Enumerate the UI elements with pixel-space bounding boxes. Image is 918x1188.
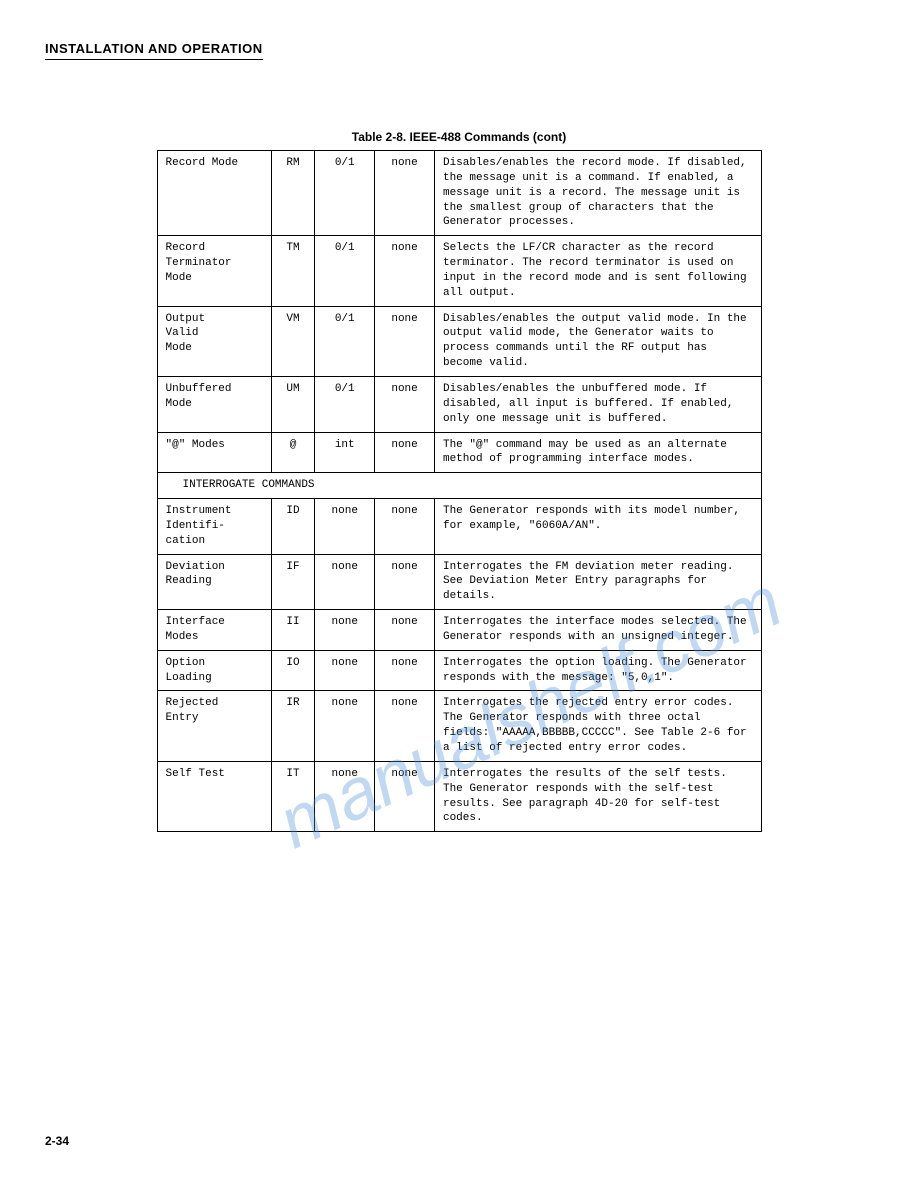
cmd-desc-cell: Interrogates the interface modes selecte… [434,610,761,651]
cmd-desc-cell: Interrogates the results of the self tes… [434,761,761,831]
cmd-desc-cell: Interrogates the FM deviation meter read… [434,554,761,610]
table-row: Interface ModesIInonenoneInterrogates th… [157,610,761,651]
cmd-desc-cell: Disables/enables the record mode. If dis… [434,151,761,236]
page-number: 2-34 [45,1134,69,1148]
cmd-name-cell: Record Terminator Mode [157,236,271,306]
cmd-code-cell: IO [271,650,315,691]
cmd-arg-cell: none [315,554,375,610]
cmd-default-cell: none [375,236,435,306]
table-row: Unbuffered ModeUM0/1noneDisables/enables… [157,376,761,432]
cmd-code-cell: II [271,610,315,651]
commands-table: Record ModeRM0/1noneDisables/enables the… [157,150,762,832]
table-row: Deviation ReadingIFnonenoneInterrogates … [157,554,761,610]
cmd-code-cell: RM [271,151,315,236]
table-caption: Table 2-8. IEEE-488 Commands (cont) [45,130,873,144]
table-wrapper: manualshelf.com Table 2-8. IEEE-488 Comm… [45,130,873,832]
cmd-code-cell: ID [271,499,315,555]
table-row: Rejected EntryIRnonenoneInterrogates the… [157,691,761,761]
cmd-arg-cell: int [315,432,375,473]
cmd-code-cell: IR [271,691,315,761]
cmd-desc-cell: Disables/enables the unbuffered mode. If… [434,376,761,432]
cmd-desc-cell: Interrogates the option loading. The Gen… [434,650,761,691]
cmd-arg-cell: 0/1 [315,151,375,236]
cmd-code-cell: VM [271,306,315,376]
cmd-name-cell: Deviation Reading [157,554,271,610]
cmd-default-cell: none [375,499,435,555]
cmd-code-cell: IF [271,554,315,610]
cmd-name-cell: Interface Modes [157,610,271,651]
cmd-name-cell: Unbuffered Mode [157,376,271,432]
cmd-default-cell: none [375,151,435,236]
cmd-desc-cell: Interrogates the rejected entry error co… [434,691,761,761]
cmd-default-cell: none [375,306,435,376]
cmd-name-cell: Rejected Entry [157,691,271,761]
cmd-name-cell: Output Valid Mode [157,306,271,376]
table-row: "@" Modes@intnoneThe "@" command may be … [157,432,761,473]
section-header-cell: INTERROGATE COMMANDS [157,473,761,499]
cmd-name-cell: Self Test [157,761,271,831]
cmd-code-cell: IT [271,761,315,831]
cmd-desc-cell: The "@" command may be used as an altern… [434,432,761,473]
table-row: Output Valid ModeVM0/1noneDisables/enabl… [157,306,761,376]
cmd-desc-cell: Disables/enables the output valid mode. … [434,306,761,376]
cmd-arg-cell: 0/1 [315,376,375,432]
table-row: Record ModeRM0/1noneDisables/enables the… [157,151,761,236]
cmd-arg-cell: none [315,691,375,761]
cmd-arg-cell: none [315,761,375,831]
table-row: Record Terminator ModeTM0/1noneSelects t… [157,236,761,306]
cmd-arg-cell: none [315,650,375,691]
cmd-name-cell: Option Loading [157,650,271,691]
cmd-code-cell: UM [271,376,315,432]
table-row: Option LoadingIOnonenoneInterrogates the… [157,650,761,691]
cmd-desc-cell: Selects the LF/CR character as the recor… [434,236,761,306]
cmd-name-cell: Record Mode [157,151,271,236]
cmd-default-cell: none [375,691,435,761]
cmd-default-cell: none [375,761,435,831]
cmd-name-cell: Instrument Identifi- cation [157,499,271,555]
cmd-name-cell: "@" Modes [157,432,271,473]
cmd-arg-cell: none [315,610,375,651]
cmd-default-cell: none [375,610,435,651]
cmd-code-cell: @ [271,432,315,473]
cmd-default-cell: none [375,376,435,432]
table-row: Self TestITnonenoneInterrogates the resu… [157,761,761,831]
cmd-desc-cell: The Generator responds with its model nu… [434,499,761,555]
cmd-code-cell: TM [271,236,315,306]
cmd-arg-cell: 0/1 [315,306,375,376]
table-row: Instrument Identifi- cationIDnonenoneThe… [157,499,761,555]
cmd-default-cell: none [375,432,435,473]
cmd-default-cell: none [375,554,435,610]
cmd-arg-cell: none [315,499,375,555]
cmd-arg-cell: 0/1 [315,236,375,306]
cmd-default-cell: none [375,650,435,691]
section-header: INSTALLATION AND OPERATION [45,41,263,60]
section-header-row: INTERROGATE COMMANDS [157,473,761,499]
